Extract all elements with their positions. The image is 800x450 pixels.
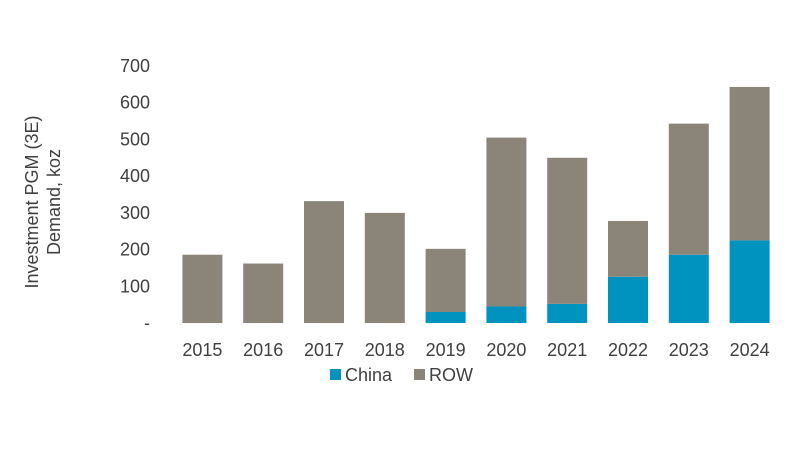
y-tick-label: -: [144, 313, 150, 333]
x-tick-label: 2020: [486, 340, 526, 360]
y-tick-label: 100: [120, 276, 150, 296]
legend-label-china: China: [345, 365, 393, 385]
bar-segment-row-2019: [425, 248, 466, 312]
legend-swatch-china: [330, 369, 341, 380]
bar-segment-row-2015: [182, 254, 223, 323]
y-axis-ticks: - 100 200 300 400 500 600 700: [120, 56, 150, 333]
bar-segment-row-2021: [547, 157, 588, 304]
bar-segment-china-2023: [668, 254, 709, 323]
bar-segment-row-2023: [668, 123, 709, 255]
y-axis-title-line-1: Investment PGM (3E): [22, 115, 42, 288]
x-tick-label: 2021: [547, 340, 587, 360]
y-axis-title: Investment PGM (3E) Demand, koz: [22, 115, 64, 288]
x-tick-label: 2024: [730, 340, 770, 360]
x-tick-label: 2017: [304, 340, 344, 360]
bar-segment-china-2024: [729, 240, 770, 323]
bars: [182, 86, 770, 323]
bar-segment-row-2020: [486, 137, 527, 307]
x-axis-ticks: 2015 2016 2017 2018 2019 2020 2021 2022 2023 2024: [182, 340, 769, 360]
y-tick-label: 200: [120, 240, 150, 260]
bar-segment-row-2018: [364, 212, 405, 323]
y-tick-label: 500: [120, 129, 150, 149]
bar-segment-row-2024: [729, 86, 770, 241]
x-tick-label: 2015: [182, 340, 222, 360]
bar-segment-china-2021: [547, 303, 588, 323]
x-tick-label: 2022: [608, 340, 648, 360]
bar-segment-china-2020: [486, 306, 527, 323]
bar-segment-row-2022: [608, 220, 648, 277]
legend: China ROW: [330, 365, 473, 385]
x-tick-label: 2016: [243, 340, 283, 360]
y-tick-label: 600: [120, 93, 150, 113]
x-tick-label: 2023: [669, 340, 709, 360]
y-tick-label: 300: [120, 203, 150, 223]
y-tick-label: 700: [120, 56, 150, 76]
bar-segment-china-2022: [608, 276, 648, 323]
x-tick-label: 2018: [365, 340, 405, 360]
x-tick-label: 2019: [426, 340, 466, 360]
bar-segment-row-2016: [243, 263, 284, 323]
legend-swatch-row: [414, 369, 425, 380]
y-tick-label: 400: [120, 166, 150, 186]
bar-segment-row-2017: [304, 201, 344, 323]
legend-label-row: ROW: [429, 365, 473, 385]
bar-segment-china-2019: [425, 311, 466, 323]
y-axis-title-line-2: Demand, koz: [44, 149, 64, 255]
